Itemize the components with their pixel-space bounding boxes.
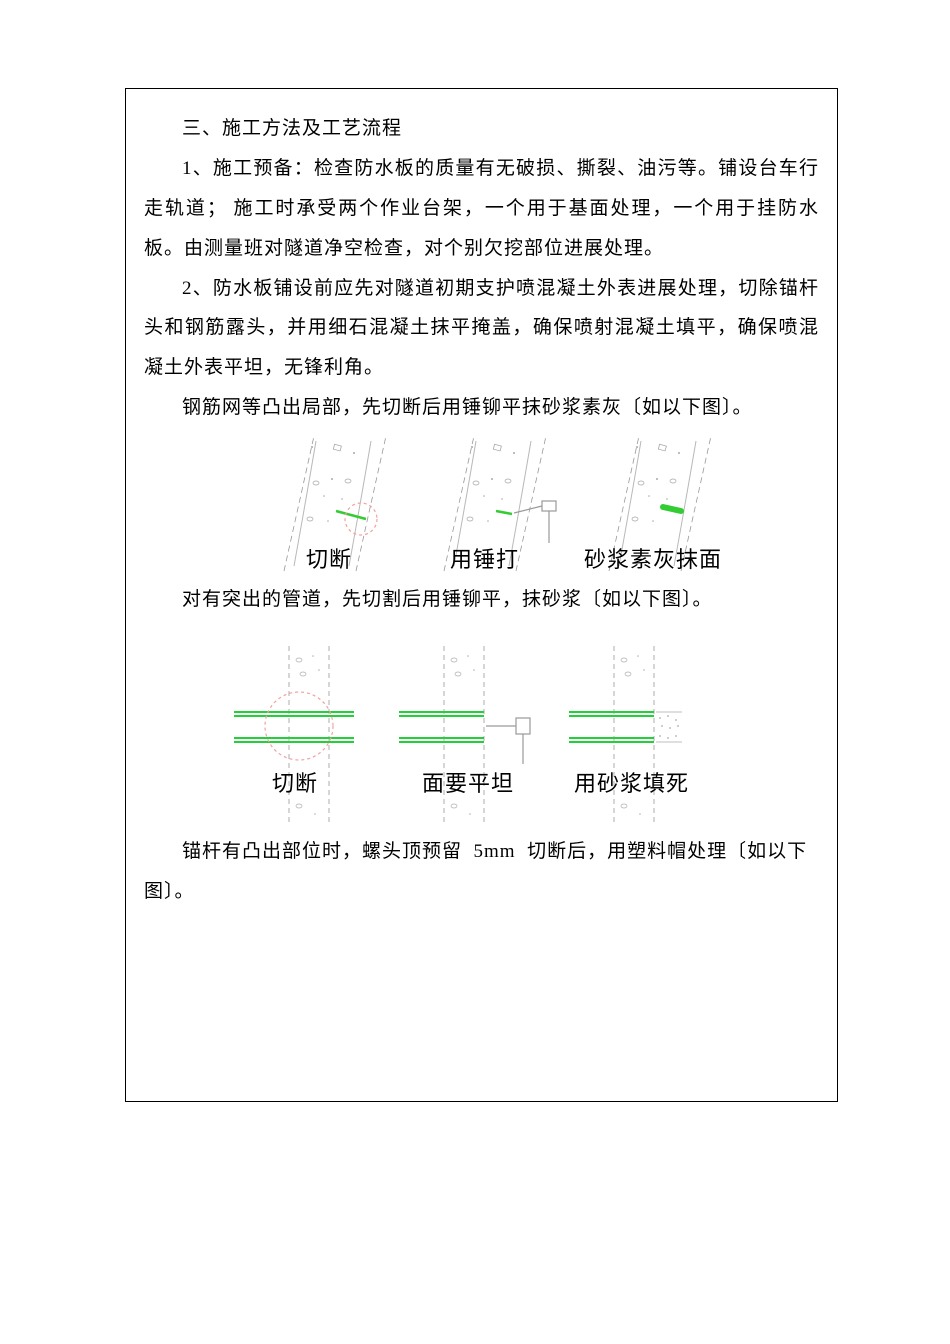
diagram1-label-1: 切断 bbox=[306, 542, 352, 574]
page-frame: 三、施工方法及工艺流程 1、施工预备：检查防水板的质量有无破损、撕裂、油污等。铺… bbox=[125, 88, 838, 1102]
paragraph-4: 对有突出的管道，先切割后用锤铆平，抹砂浆〔如以下图〕。 bbox=[144, 580, 819, 620]
diagram1-label-2: 用锤打 bbox=[450, 542, 519, 574]
diagram1-label-3: 砂浆素灰抹面 bbox=[584, 542, 722, 574]
paragraph-2: 2、防水板铺设前应先对隧道初期支护喷混凝土外表进展处理，切除锚杆头和钢筋露头，并… bbox=[144, 269, 819, 389]
diagram2-label-3: 用砂浆填死 bbox=[574, 766, 689, 798]
diagram-2: 切断 面要平坦 用砂浆填死 bbox=[144, 646, 819, 846]
diagram2-label-2: 面要平坦 bbox=[422, 766, 514, 798]
diagram-2-svg bbox=[144, 646, 824, 846]
paragraph-3: 钢筋网等凸出局部，先切断后用锤铆平抹砂浆素灰〔如以下图〕。 bbox=[144, 388, 819, 428]
section-heading: 三、施工方法及工艺流程 bbox=[144, 109, 819, 149]
diagram2-label-1: 切断 bbox=[272, 766, 318, 798]
paragraph-1: 1、施工预备：检查防水板的质量有无破损、撕裂、油污等。铺设台车行走轨道； 施工时… bbox=[144, 149, 819, 269]
diagram-1: 切断 用锤打 砂浆素灰抹面 bbox=[144, 436, 819, 576]
